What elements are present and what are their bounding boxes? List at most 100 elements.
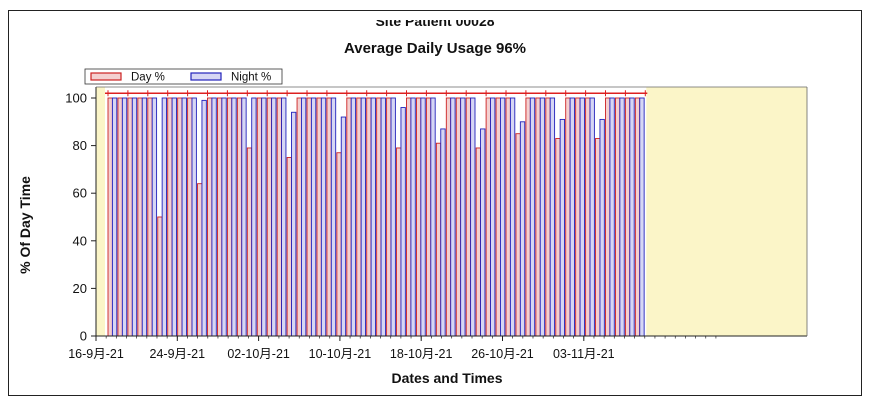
- day-bar: [535, 97, 541, 337]
- day-bar: [475, 147, 481, 337]
- day-bar: [386, 97, 392, 337]
- night-bar: [231, 97, 237, 337]
- day-bar: [147, 97, 153, 337]
- night-bar: [340, 116, 347, 337]
- night-bar: [301, 97, 307, 337]
- x-tick-label: 10-10月-21: [309, 347, 372, 361]
- day-bar: [187, 97, 193, 337]
- day-bar: [286, 157, 292, 337]
- day-bar: [555, 138, 561, 337]
- legend-label: Night %: [231, 72, 271, 84]
- night-bar: [171, 97, 177, 337]
- night-bar: [549, 97, 556, 337]
- night-bar: [629, 97, 635, 337]
- day-bar: [306, 97, 312, 337]
- legend-swatch: [190, 72, 222, 81]
- axes: 0 20 40 60 80 100 16-9月-21 24-9月-21 02-10月-21 10-…: [65, 86, 808, 361]
- night-bar: [509, 97, 516, 337]
- x-tick-label: 24-9月-21: [150, 347, 206, 361]
- day-bar: [595, 138, 601, 337]
- title-crop-mask: [309, 11, 561, 20]
- night-bar: [529, 97, 536, 337]
- night-bar: [111, 97, 118, 337]
- night-bar: [131, 97, 138, 337]
- y-tick-label: 100: [65, 91, 87, 106]
- x-tick-label: 18-10月-21: [390, 347, 453, 361]
- day-bar: [505, 97, 511, 337]
- day-bar: [256, 97, 263, 337]
- night-bar: [639, 97, 645, 337]
- legend: Day % Night %: [84, 68, 283, 85]
- legend-label: Day %: [131, 72, 165, 84]
- night-bar: [121, 97, 128, 337]
- night-bar: [559, 118, 566, 337]
- x-axis-label: Dates and Times: [391, 370, 502, 386]
- y-tick-label: 80: [73, 138, 87, 153]
- night-bar: [440, 128, 446, 337]
- day-bar: [266, 97, 273, 337]
- day-bar: [495, 97, 501, 337]
- day-bar: [605, 97, 611, 337]
- day-bar: [416, 97, 422, 337]
- night-bar: [450, 97, 456, 337]
- night-bar: [410, 97, 416, 337]
- night-bar: [261, 97, 267, 337]
- night-bar: [370, 97, 376, 337]
- day-bar: [565, 97, 571, 337]
- day-bar: [624, 97, 631, 337]
- night-bar: [201, 99, 207, 337]
- night-bar: [539, 97, 546, 337]
- y-tick-label: 20: [73, 281, 87, 296]
- night-bar: [151, 97, 158, 337]
- night-bar: [141, 97, 148, 337]
- day-bar: [425, 97, 432, 337]
- day-bar: [197, 183, 203, 337]
- day-bar: [336, 152, 342, 337]
- night-bar: [579, 97, 585, 337]
- night-bar: [330, 97, 337, 337]
- day-bar: [376, 97, 382, 337]
- day-bar: [226, 97, 233, 337]
- x-tick-label: 02-10月-21: [227, 347, 290, 361]
- night-bar: [430, 97, 436, 337]
- night-bar: [350, 97, 357, 337]
- night-bar: [251, 97, 257, 337]
- day-bar: [515, 133, 521, 337]
- night-bar: [519, 121, 526, 337]
- night-bar: [400, 107, 406, 337]
- night-bar: [420, 97, 426, 337]
- night-bar: [291, 111, 297, 337]
- night-bar: [619, 97, 625, 337]
- night-bar: [281, 97, 287, 337]
- day-bar: [575, 97, 581, 337]
- day-bar: [356, 97, 362, 337]
- night-bar: [320, 97, 327, 337]
- night-bar: [460, 97, 466, 337]
- day-bar: [246, 147, 253, 337]
- night-bar: [191, 97, 197, 337]
- day-bar: [585, 97, 591, 337]
- night-bar: [569, 97, 575, 337]
- day-bar: [435, 142, 442, 337]
- day-bar: [236, 97, 243, 337]
- x-tick-label: 03-11月-21: [553, 347, 615, 361]
- night-bar: [310, 97, 317, 337]
- night-bar: [609, 97, 615, 337]
- day-bar: [615, 97, 621, 337]
- day-bar: [406, 97, 412, 337]
- legend-swatch: [90, 72, 122, 81]
- night-bar: [380, 97, 386, 337]
- day-bar: [167, 97, 173, 337]
- night-bar: [390, 97, 396, 337]
- day-bar: [396, 147, 402, 337]
- night-bar: [271, 97, 277, 337]
- night-bar: [241, 97, 247, 337]
- chart-frame: 0 20 40 60 80 100 16-9月-21 24-9月-21 02-10月-21 10-…: [8, 10, 862, 396]
- night-bar: [490, 97, 496, 337]
- day-bar: [634, 97, 641, 337]
- bar-series: [107, 97, 645, 337]
- day-bar: [326, 97, 332, 337]
- day-bar: [316, 97, 322, 337]
- night-bar: [360, 97, 366, 337]
- day-bar: [366, 97, 372, 337]
